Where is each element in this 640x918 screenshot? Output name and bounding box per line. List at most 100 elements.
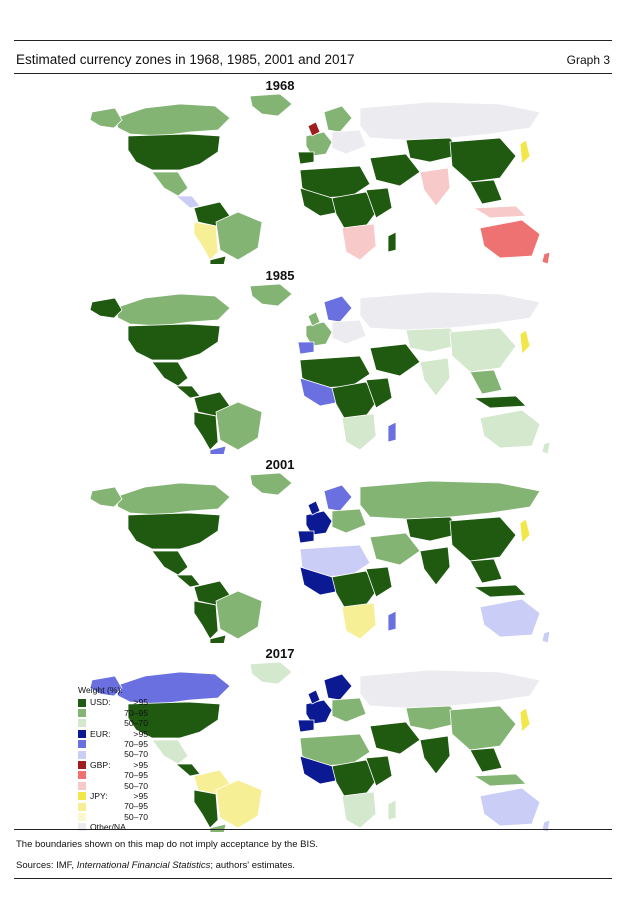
region-uk <box>307 311 321 327</box>
region-iberia <box>297 719 315 733</box>
legend-swatch <box>78 698 86 707</box>
region-seasia <box>469 179 503 205</box>
legend-level: >95 <box>133 697 148 708</box>
title-rule <box>14 73 612 74</box>
legend-swatch <box>78 792 86 801</box>
region-usa <box>127 133 221 171</box>
legend-swatch <box>78 771 86 780</box>
region-japan <box>519 329 531 355</box>
region-mexico <box>151 739 189 765</box>
legend-row: 50–70 <box>78 749 148 759</box>
region-centasia <box>405 137 465 163</box>
region-india <box>419 735 451 775</box>
region-wafrica <box>299 566 341 596</box>
region-nz <box>541 441 550 454</box>
panel-year: 2001 <box>265 457 295 472</box>
region-scand <box>323 105 353 133</box>
legend-swatch <box>78 750 86 759</box>
region-russia <box>359 480 541 520</box>
legend-title: Weight (%): <box>78 685 123 695</box>
region-canada <box>114 671 231 705</box>
panel-year: 2017 <box>265 646 295 661</box>
region-china <box>449 516 517 562</box>
legend-currency: GBP: <box>90 759 111 770</box>
region-iberia <box>297 530 315 544</box>
legend-swatch <box>78 740 86 749</box>
region-greenland <box>249 472 293 496</box>
region-mexico <box>151 171 189 197</box>
legend-level: 50–70 <box>124 749 148 760</box>
legend-currency: EUR: <box>90 728 111 739</box>
region-southsa <box>209 823 227 832</box>
region-southsa <box>209 634 227 643</box>
top-rule <box>14 40 612 41</box>
region-china <box>449 327 517 373</box>
region-europeE <box>331 697 367 723</box>
region-wafrica <box>299 187 341 217</box>
region-brazil <box>215 590 263 640</box>
region-europeE <box>331 508 367 534</box>
region-canada <box>114 293 231 327</box>
legend-label-other: Other/NA <box>90 822 126 833</box>
legend-level: 50–70 <box>124 780 148 791</box>
legend-level: >95 <box>133 790 148 801</box>
region-mideast <box>369 153 421 187</box>
region-safrica <box>341 791 377 829</box>
region-europeE <box>331 319 367 345</box>
region-madag <box>387 610 397 632</box>
region-brazil <box>215 401 263 451</box>
legend-level: 70–95 <box>124 770 148 781</box>
region-alaska <box>89 486 123 508</box>
region-usa <box>127 323 221 361</box>
region-brazil <box>215 211 263 261</box>
world-map-2001 <box>89 472 550 643</box>
region-greenland <box>249 661 293 685</box>
region-eafrica <box>365 566 393 598</box>
region-safrica <box>341 223 377 261</box>
region-usa <box>127 701 221 739</box>
region-camerica <box>174 385 201 399</box>
region-greenland <box>249 93 293 117</box>
world-map-1985 <box>89 283 550 454</box>
graph-label: Graph 3 <box>566 53 610 67</box>
map-panel-2017: 2017 <box>0 646 640 836</box>
legend-row: 50–70 <box>78 781 148 791</box>
region-europeW <box>305 321 333 347</box>
region-australia <box>479 409 541 449</box>
map-legend: Weight (%): USD: >95 70–95 50–70 EUR: >95 70–9… <box>78 685 148 832</box>
region-nz <box>541 630 550 643</box>
region-westsa <box>193 221 219 261</box>
region-safrica <box>341 602 377 640</box>
region-camerica <box>174 763 201 777</box>
region-australia <box>479 598 541 638</box>
region-japan <box>519 707 531 733</box>
region-uk <box>307 121 321 137</box>
region-china <box>449 137 517 183</box>
legend-row: 70–95 <box>78 739 148 749</box>
region-australia <box>479 219 541 259</box>
region-wafrica <box>299 377 341 407</box>
region-mideast <box>369 532 421 566</box>
region-eafrica <box>365 755 393 787</box>
region-uk <box>307 500 321 516</box>
region-westsa <box>193 411 219 451</box>
legend-level: >95 <box>133 728 148 739</box>
legend-swatch <box>78 812 86 821</box>
bottom-rule <box>14 878 612 879</box>
legend-swatch <box>78 760 86 769</box>
region-brazil <box>215 779 263 829</box>
page-title: Estimated currency zones in 1968, 1985, … <box>16 52 355 67</box>
legend-swatch <box>78 781 86 790</box>
legend-swatch <box>78 708 86 717</box>
region-southsa <box>209 255 227 264</box>
legend-swatch <box>78 802 86 811</box>
panel-year: 1968 <box>265 78 295 93</box>
map-disclaimer: The boundaries shown on this map do not … <box>16 839 319 850</box>
region-uk <box>307 689 321 705</box>
legend-row-other: Other/NA <box>78 822 148 832</box>
legend-row: EUR: >95 <box>78 729 148 739</box>
legend-level: 70–95 <box>124 707 148 718</box>
region-westsa <box>193 600 219 640</box>
legend-currency: JPY: <box>90 790 108 801</box>
legend-level: 70–95 <box>124 738 148 749</box>
